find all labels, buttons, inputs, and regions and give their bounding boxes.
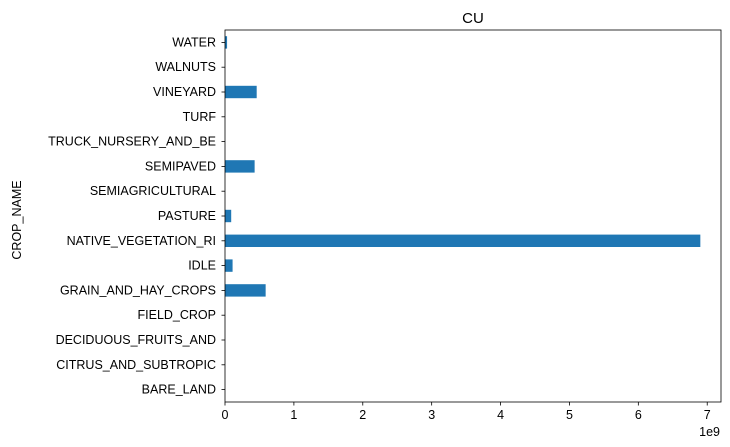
- y-tick-label: CITRUS_AND_SUBTROPIC: [56, 358, 216, 372]
- x-tick-label: 1: [290, 408, 297, 422]
- x-tick-label: 6: [635, 408, 642, 422]
- y-tick-label: BARE_LAND: [142, 383, 216, 397]
- y-tick-label: NATIVE_VEGETATION_RI: [67, 234, 216, 248]
- y-tick-label: FIELD_CROP: [138, 308, 217, 322]
- x-tick-label: 5: [566, 408, 573, 422]
- x-tick-label: 3: [428, 408, 435, 422]
- x-tick-label: 2: [359, 408, 366, 422]
- bars-group: [225, 36, 701, 297]
- x-axis-offset-label: 1e9: [699, 425, 720, 439]
- y-ticks-group: BARE_LAND CITRUS_AND_SUBTROPIC DECIDUOUS_F…: [48, 35, 225, 397]
- y-tick-label: GRAIN_AND_HAY_CROPS: [60, 283, 216, 297]
- plot-area-frame: [224, 29, 722, 403]
- bar-pasture: [225, 209, 232, 223]
- x-tick-label: 4: [497, 408, 504, 422]
- y-tick-label: WATER: [172, 35, 216, 49]
- x-ticks-group: 0 1 2 3 4 5 6 7: [222, 402, 711, 422]
- y-tick-label: TRUCK_NURSERY_AND_BE: [48, 135, 216, 149]
- y-tick-label: PASTURE: [158, 209, 216, 223]
- y-tick-label: WALNUTS: [155, 60, 216, 74]
- bar-semipaved: [225, 160, 255, 173]
- bar-vineyard: [225, 85, 257, 99]
- y-axis-label: CROP_NAME: [10, 180, 24, 259]
- bar-grain-and-hay-crops: [225, 284, 266, 297]
- x-tick-label: 0: [222, 408, 229, 422]
- bar-idle: [225, 259, 233, 272]
- y-tick-label: VINEYARD: [153, 85, 216, 99]
- y-tick-label: DECIDUOUS_FRUITS_AND: [56, 333, 216, 347]
- y-tick-label: SEMIAGRICULTURAL: [90, 184, 216, 198]
- bar-native-vegetation-ri: [225, 234, 701, 247]
- bar-water: [225, 36, 228, 49]
- y-tick-label: SEMIPAVED: [145, 159, 216, 173]
- x-tick-label: 7: [704, 408, 711, 422]
- y-tick-label: IDLE: [188, 259, 216, 273]
- chart-title: CU: [462, 10, 484, 27]
- y-tick-label: TURF: [183, 110, 217, 124]
